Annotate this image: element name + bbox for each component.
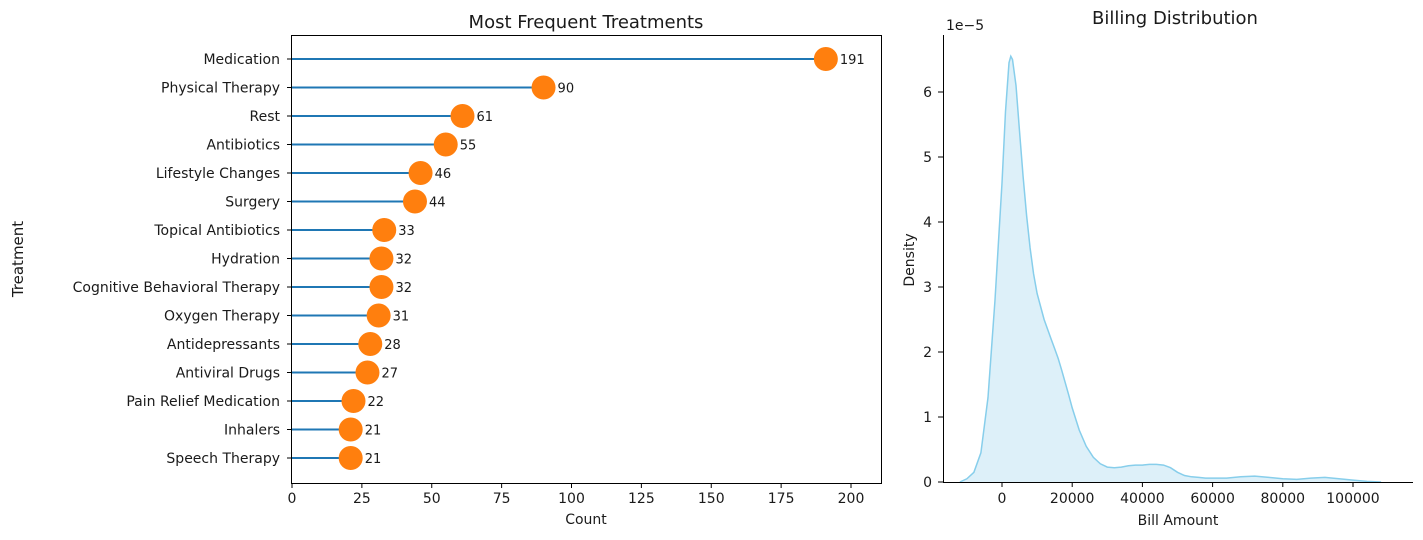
- billing-chart: Billing Distribution 1e−5 0 20000 40000 600…: [902, 8, 1413, 529]
- category-label-antibiotics: Antibiotics: [206, 138, 280, 154]
- billing-y-ticks-layer: 0 1 2 3 4 5 6: [923, 85, 944, 491]
- category-label-medication: Medication: [203, 52, 280, 68]
- x-tick-label: 125: [628, 491, 655, 507]
- category-label-lifestyle-changes: Lifestyle Changes: [156, 166, 280, 182]
- x-tick-label: 200: [838, 491, 865, 507]
- billing-chart-title: Billing Distribution: [1092, 8, 1258, 29]
- category-label-hydration: Hydration: [211, 252, 280, 268]
- data-label-topical-antibiotics: 33: [398, 224, 415, 239]
- data-label-medication: 191: [840, 53, 865, 68]
- x-tick-label: 150: [698, 491, 725, 507]
- category-label-oxygen-therapy: Oxygen Therapy: [164, 309, 280, 325]
- marker-antidepressants: [358, 332, 383, 356]
- x-tick-label: 75: [493, 491, 511, 507]
- data-label-cognitive-behavioral-therapy: 32: [395, 281, 412, 296]
- data-label-antiviral-drugs: 27: [381, 367, 398, 382]
- category-label-antidepressants: Antidepressants: [167, 337, 280, 353]
- data-label-rest: 61: [476, 110, 493, 125]
- billing-x-tick-label: 0: [998, 491, 1007, 507]
- marker-inhalers: [338, 417, 363, 442]
- category-label-pain-relief-medication: Pain Relief Medication: [126, 394, 280, 410]
- data-label-antibiotics: 55: [460, 139, 477, 154]
- data-label-oxygen-therapy: 31: [393, 310, 410, 325]
- marker-lifestyle-changes: [408, 161, 433, 185]
- category-label-physical-therapy: Physical Therapy: [161, 81, 280, 97]
- marker-antiviral-drugs: [355, 360, 380, 385]
- x-tick-label: 50: [423, 491, 441, 507]
- data-label-pain-relief-medication: 22: [367, 395, 384, 410]
- billing-y-tick-label: 1: [923, 410, 932, 426]
- billing-y-tick-label: 5: [923, 150, 932, 166]
- markers-layer: [338, 47, 838, 470]
- marker-rest: [450, 104, 475, 128]
- x-tick-label: 100: [558, 491, 585, 507]
- billing-y-scale-label: 1e−5: [946, 18, 984, 34]
- marker-medication: [813, 47, 838, 71]
- treatments-plot-frame: [291, 35, 882, 484]
- x-ticks-layer: 0 25 50 75 100 125 150 175 200: [288, 483, 865, 507]
- category-label-surgery: Surgery: [225, 195, 280, 211]
- x-tick-label: 25: [353, 491, 371, 507]
- x-tick-label: 175: [768, 491, 795, 507]
- density-layer: [959, 54, 1382, 483]
- stems-layer: [292, 58, 826, 459]
- billing-y-axis-label: Density: [902, 233, 918, 286]
- density-line: [959, 54, 1382, 483]
- billing-x-tick-label: 80000: [1261, 491, 1306, 507]
- marker-surgery: [402, 189, 427, 214]
- billing-x-axis-label: Bill Amount: [1138, 513, 1219, 529]
- marker-pain-relief-medication: [341, 389, 366, 413]
- data-label-surgery: 44: [429, 196, 446, 211]
- marker-speech-therapy: [338, 446, 363, 470]
- category-label-speech-therapy: Speech Therapy: [166, 451, 280, 467]
- category-label-inhalers: Inhalers: [224, 423, 280, 439]
- billing-x-tick-label: 100000: [1326, 491, 1379, 507]
- billing-x-tick-label: 60000: [1190, 491, 1235, 507]
- billing-y-tick-label: 2: [923, 345, 932, 361]
- data-label-antidepressants: 28: [384, 338, 401, 353]
- marker-topical-antibiotics: [372, 218, 397, 242]
- category-label-topical-antibiotics: Topical Antibiotics: [153, 223, 280, 239]
- data-label-physical-therapy: 90: [558, 82, 575, 97]
- billing-y-tick-label: 0: [923, 475, 932, 491]
- data-label-hydration: 32: [395, 253, 412, 268]
- marker-hydration: [369, 246, 394, 271]
- billing-y-tick-label: 3: [923, 280, 932, 296]
- data-labels-layer: 191 90 61 55 46 44 33 32 32 31 28 27 22 21 21: [365, 53, 865, 467]
- category-label-antiviral-drugs: Antiviral Drugs: [176, 366, 280, 382]
- billing-y-tick-label: 6: [923, 85, 932, 101]
- marker-physical-therapy: [531, 75, 556, 100]
- density-fill: [959, 56, 1382, 483]
- data-label-inhalers: 21: [365, 424, 382, 439]
- data-label-speech-therapy: 21: [365, 452, 382, 467]
- marker-cognitive-behavioral-therapy: [369, 275, 394, 299]
- data-label-lifestyle-changes: 46: [435, 167, 452, 182]
- category-labels-layer: Medication Physical Therapy Rest Antibiotic…: [73, 52, 292, 467]
- billing-x-tick-label: 20000: [1050, 491, 1095, 507]
- marker-antibiotics: [433, 132, 458, 157]
- treatments-chart: Most Frequent Treatments 191 90 61 55 46 44 33…: [9, 12, 882, 528]
- treatments-chart-title: Most Frequent Treatments: [469, 12, 704, 33]
- billing-x-ticks-layer: 0 20000 40000 60000 80000 100000: [998, 482, 1380, 507]
- category-label-cognitive-behavioral-therapy: Cognitive Behavioral Therapy: [73, 280, 280, 296]
- billing-x-tick-label: 40000: [1120, 491, 1165, 507]
- x-tick-label: 0: [288, 491, 297, 507]
- billing-y-tick-label: 4: [923, 215, 932, 231]
- marker-oxygen-therapy: [366, 303, 391, 328]
- treatments-x-axis-label: Count: [565, 512, 607, 528]
- treatments-y-axis-label: Treatment: [9, 221, 27, 298]
- category-label-rest: Rest: [250, 109, 281, 125]
